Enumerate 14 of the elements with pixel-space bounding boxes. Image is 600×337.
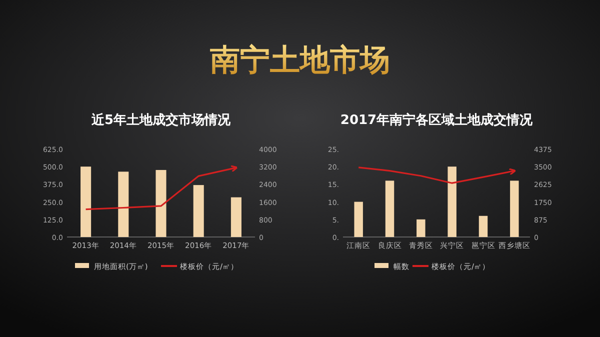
chart-title: 近5年土地成交市场情况 [90,112,232,128]
bar [385,180,394,237]
text: 南宁土地市场 [210,43,390,78]
bar [478,216,488,237]
bar [193,185,204,237]
bar [156,170,166,237]
bar [416,219,426,237]
bar [80,166,92,237]
chart-title: 2017年南宁各区域土地成交情况 [340,112,534,128]
bar [118,172,129,237]
bar [448,166,456,237]
bar [354,202,363,237]
bar [510,180,519,237]
bar [230,197,242,237]
